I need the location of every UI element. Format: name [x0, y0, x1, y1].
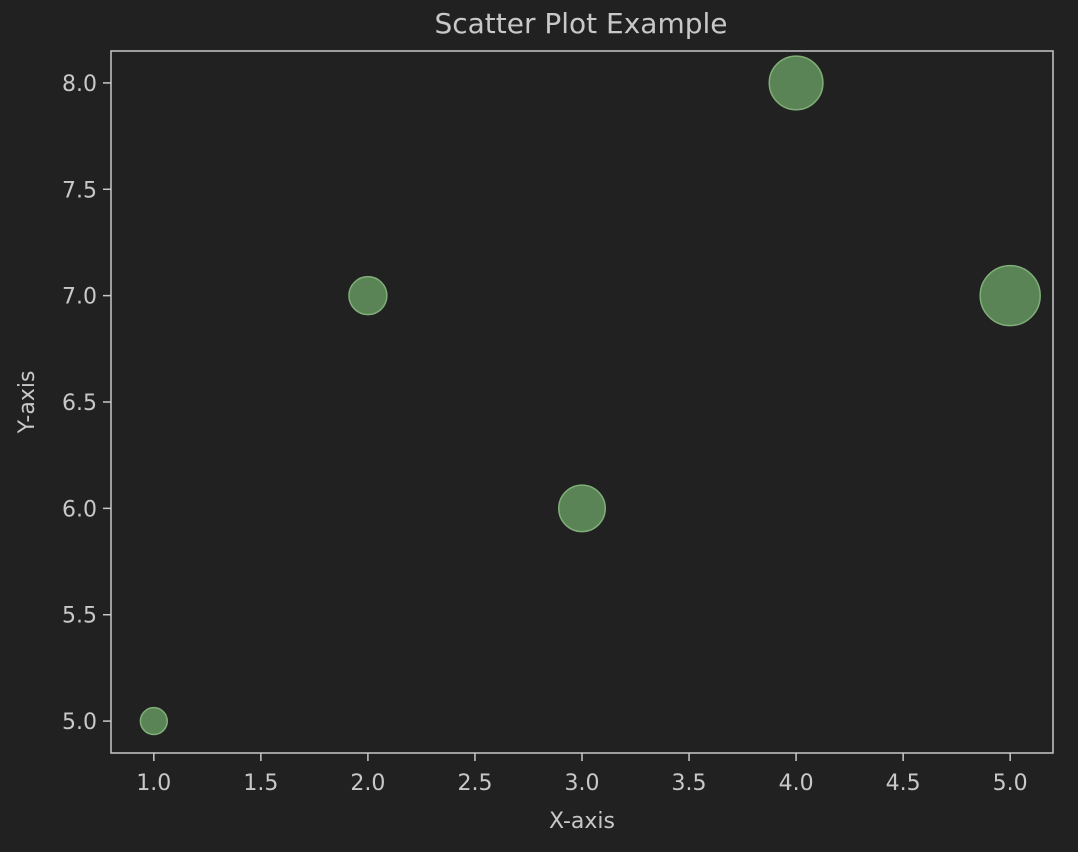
x-axis-ticks: 1.0 1.5 2.0 2.5 3.0 3.5 4.0 4.5 5.0	[136, 753, 1028, 796]
scatter-point	[139, 706, 168, 736]
scatter-point	[558, 484, 606, 533]
x-tick-label: 2.5	[457, 771, 492, 796]
scatter-points	[139, 55, 1041, 736]
x-axis-label: X-axis	[549, 809, 615, 834]
x-tick-label: 3.5	[672, 771, 707, 796]
x-tick-label: 3.0	[565, 771, 600, 796]
plot-area-frame	[110, 50, 1054, 754]
y-tick-label: 8.0	[62, 72, 97, 97]
y-tick-label: 6.5	[62, 391, 97, 416]
y-tick-label: 6.0	[62, 497, 97, 522]
x-tick-label: 5.0	[993, 771, 1028, 796]
scatter-point	[768, 55, 824, 111]
y-tick-label: 5.5	[62, 604, 97, 629]
y-axis-ticks: 5.0 5.5 6.0 6.5 7.0 7.5 8.0	[62, 72, 111, 735]
scatter-point	[348, 275, 388, 316]
x-tick-label: 2.0	[350, 771, 385, 796]
x-tick-label: 1.5	[243, 771, 278, 796]
chart-title: Scatter Plot Example	[434, 7, 727, 40]
scatter-point	[979, 264, 1041, 327]
x-tick-label: 1.0	[136, 771, 171, 796]
y-tick-label: 7.5	[62, 178, 97, 203]
y-tick-label: 7.0	[62, 285, 97, 310]
y-tick-label: 5.0	[62, 710, 97, 735]
y-axis-label: Y-axis	[15, 371, 40, 435]
x-tick-label: 4.0	[779, 771, 814, 796]
x-tick-label: 4.5	[886, 771, 921, 796]
